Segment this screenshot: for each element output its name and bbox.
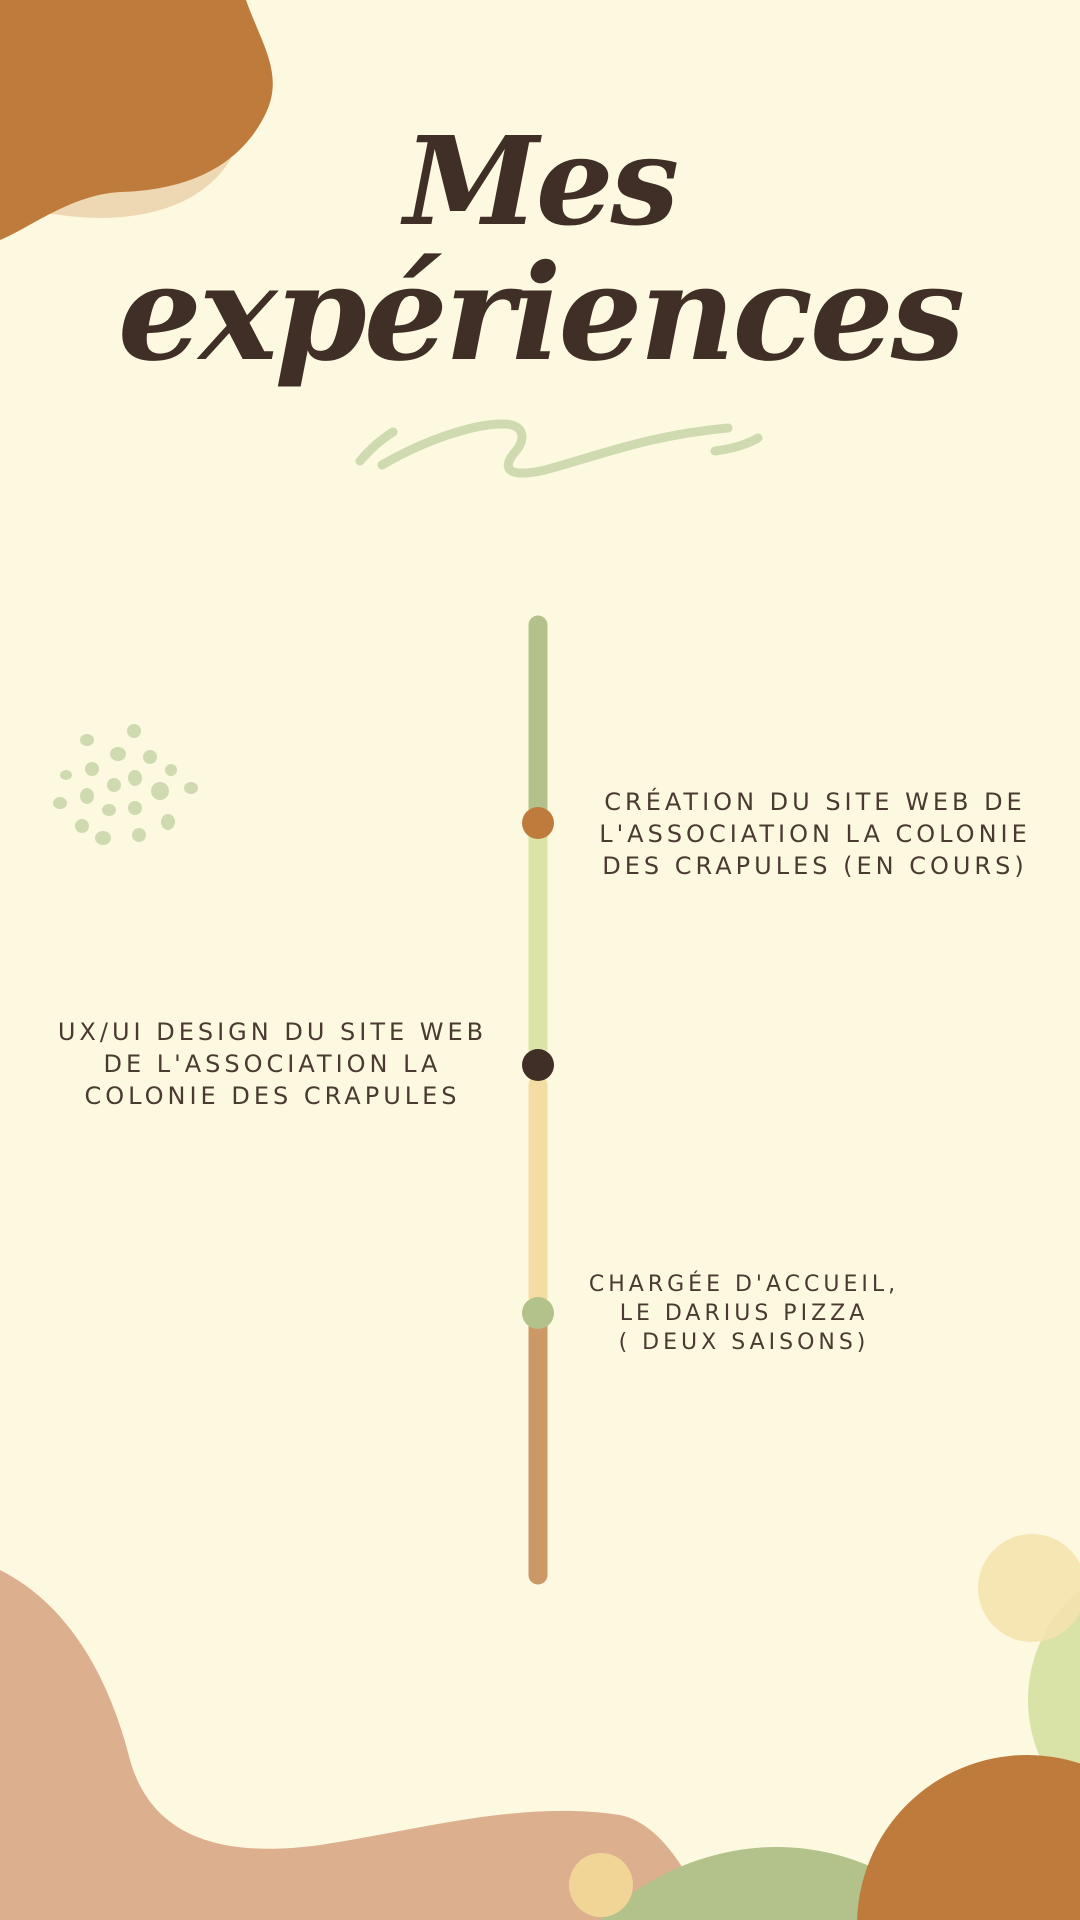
timeline-entry-2: UX/UI DESIGN DU SITE WEB DE L'ASSOCIATIO… [20, 1016, 525, 1112]
right-yellow-circle [978, 1534, 1080, 1642]
entry-1-line-2: L'ASSOCIATION LA COLONIE [599, 820, 1031, 848]
timeline-marker-1 [522, 807, 554, 839]
top-left-blob [0, 0, 273, 240]
timeline-entry-1: CRÉATION DU SITE WEB DE L'ASSOCIATION LA… [560, 786, 1070, 882]
speckle-cluster [53, 724, 198, 845]
title-line-1: Mes [403, 109, 679, 253]
bottom-left-wave [0, 1570, 710, 1920]
timeline-entry-3: CHARGÉE D'ACCUEIL, LE DARIUS PIZZA ( DEU… [560, 1270, 928, 1357]
timeline-marker-3 [522, 1297, 554, 1329]
timeline-marker-2 [522, 1049, 554, 1081]
entry-1-line-1: CRÉATION DU SITE WEB DE [604, 788, 1026, 816]
entry-2-line-3: COLONIE DES CRAPULES [84, 1082, 461, 1110]
entry-3-line-3: ( DEUX SAISONS) [618, 1330, 870, 1355]
bottom-small-circle [569, 1853, 633, 1917]
entry-2-line-1: UX/UI DESIGN DU SITE WEB [57, 1018, 488, 1046]
entry-2-line-2: DE L'ASSOCIATION LA [103, 1050, 442, 1078]
entry-1-line-3: DES CRAPULES (EN COURS) [602, 852, 1028, 880]
page-title: Mes expériences [0, 120, 1080, 380]
right-green-circle [1028, 1590, 1080, 1810]
title-swoosh [355, 419, 763, 478]
bottom-right-orange-circle [857, 1755, 1080, 1920]
entry-3-line-2: LE DARIUS PIZZA [619, 1301, 869, 1326]
entry-3-line-1: CHARGÉE D'ACCUEIL, [588, 1272, 900, 1297]
title-line-2: expériences [117, 236, 965, 391]
